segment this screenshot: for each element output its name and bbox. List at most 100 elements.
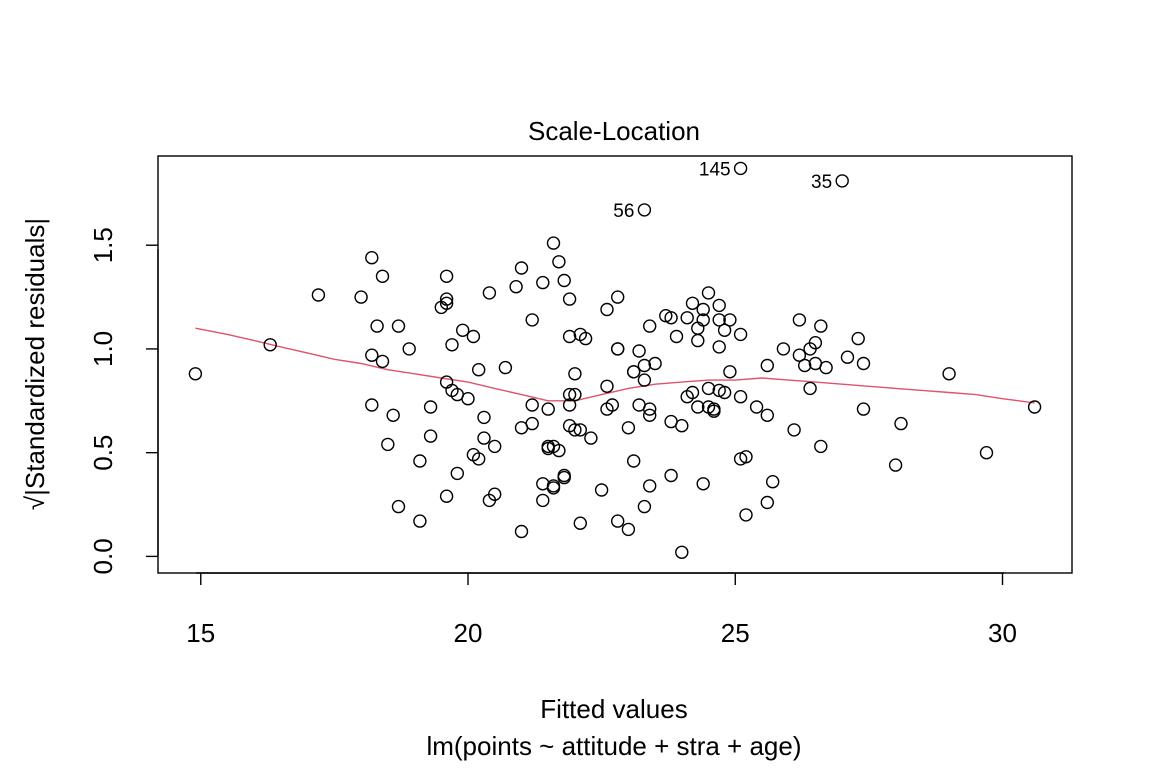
data-point — [835, 174, 849, 188]
data-point — [562, 398, 577, 412]
data-point — [888, 458, 903, 472]
data-point — [413, 514, 427, 528]
x-tick-label: 20 — [454, 618, 483, 648]
data-point — [685, 385, 700, 400]
data-point — [819, 360, 833, 375]
data-point — [445, 338, 459, 352]
data-point — [536, 493, 550, 508]
data-point — [552, 443, 566, 458]
data-point — [488, 487, 502, 501]
data-point — [814, 319, 828, 333]
data-point — [472, 452, 486, 466]
data-point — [472, 363, 486, 377]
point-label: 35 — [811, 172, 832, 193]
data-point — [514, 261, 529, 275]
data-point — [482, 286, 497, 300]
data-point — [696, 477, 710, 491]
data-point — [739, 508, 753, 522]
data-point — [856, 356, 871, 371]
data-point — [578, 331, 593, 346]
data-point — [456, 323, 470, 337]
data-point — [611, 290, 625, 304]
y-tick-label: 1.5 — [88, 227, 118, 263]
data-point — [792, 348, 807, 362]
data-point — [749, 400, 764, 414]
y-tick-label: 0.0 — [88, 538, 118, 574]
data-point — [375, 354, 390, 369]
data-point — [391, 499, 406, 514]
data-point — [311, 288, 326, 302]
data-point — [787, 423, 801, 437]
data-point — [717, 385, 732, 400]
data-point — [562, 292, 577, 306]
data-point — [568, 387, 582, 402]
data-point — [942, 367, 956, 381]
data-point — [413, 454, 427, 468]
x-tick-label: 30 — [988, 618, 1017, 648]
data-point — [584, 431, 598, 445]
data-point — [498, 360, 513, 375]
data-point — [707, 404, 721, 418]
data-point — [691, 333, 705, 348]
data-point — [643, 402, 657, 416]
data-point — [381, 437, 395, 452]
data-point — [712, 313, 726, 327]
data-point — [568, 367, 582, 381]
data-point — [365, 348, 379, 362]
data-point — [675, 419, 689, 433]
data-point — [621, 421, 636, 435]
data-point — [627, 365, 641, 379]
data-point — [675, 545, 689, 559]
data-point — [733, 161, 748, 176]
data-point — [664, 311, 678, 325]
data-point — [766, 475, 780, 489]
data-point — [525, 313, 539, 327]
data-point — [637, 358, 652, 373]
data-point — [851, 331, 865, 346]
data-point — [691, 400, 705, 414]
data-point — [776, 342, 791, 356]
data-point — [557, 273, 571, 288]
data-point — [594, 483, 609, 497]
data-point — [370, 319, 384, 333]
x-tick-label: 15 — [186, 618, 215, 648]
chart-subtitle: lm(points ~ attitude + stra + age) — [426, 731, 801, 761]
point-label: 56 — [613, 201, 634, 222]
smooth-line — [195, 327, 1035, 404]
data-point — [701, 286, 716, 300]
data-point — [792, 313, 807, 327]
chart-title: Scale-Location — [528, 116, 700, 146]
data-point — [461, 392, 475, 406]
point-label: 145 — [699, 159, 731, 180]
data-point — [600, 302, 614, 317]
data-point — [354, 290, 368, 304]
data-point — [466, 329, 481, 344]
data-point — [423, 400, 438, 414]
data-point — [402, 342, 416, 356]
data-point — [573, 423, 587, 437]
data-point — [760, 408, 774, 422]
data-point — [439, 292, 454, 306]
data-point — [365, 398, 379, 412]
data-point — [477, 431, 491, 445]
data-point — [637, 203, 652, 217]
data-point — [643, 479, 657, 493]
x-axis: 15 20 25 30 — [186, 572, 1017, 648]
data-point — [894, 416, 908, 431]
y-axis: 0.0 0.5 1.0 1.5 — [88, 227, 159, 574]
data-point — [439, 296, 454, 310]
data-point — [477, 410, 491, 425]
data-point — [611, 514, 625, 528]
data-point — [423, 429, 438, 443]
data-point — [375, 269, 390, 283]
points-layer — [188, 161, 1042, 559]
data-point — [979, 446, 994, 460]
data-point — [680, 311, 694, 325]
data-point — [391, 319, 406, 333]
data-point — [611, 342, 625, 356]
data-point — [808, 336, 823, 350]
data-point — [637, 373, 652, 387]
data-point — [600, 379, 614, 393]
